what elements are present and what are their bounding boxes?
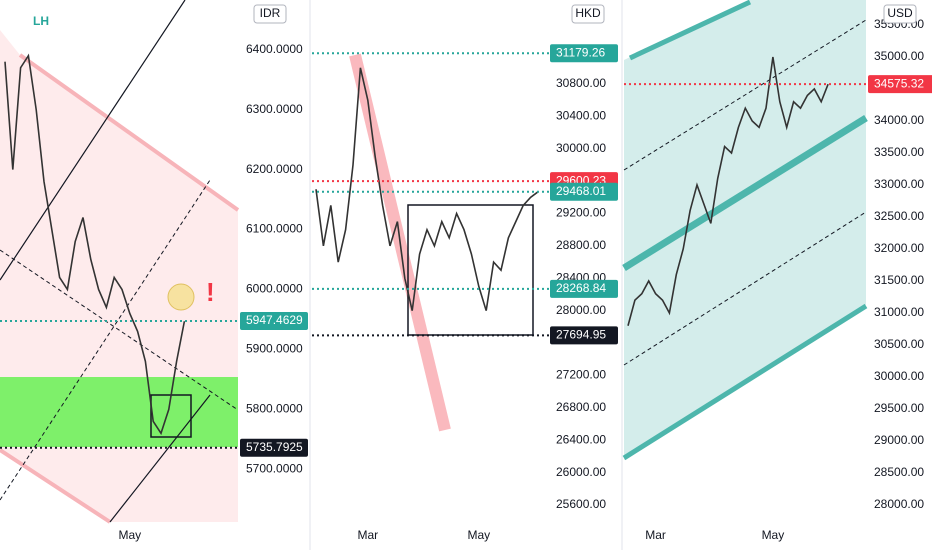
price-tag-label: 5947.4629 <box>246 313 303 327</box>
price-tag <box>550 279 618 298</box>
price-tag-label: 31179.26 <box>556 45 605 59</box>
price-tag-label: 5735.7925 <box>246 440 303 454</box>
price-tag <box>240 311 308 330</box>
trend-line <box>623 211 867 366</box>
y-tick-label: 27200.00 <box>556 368 606 382</box>
y-tick-label: 33500.00 <box>874 145 924 159</box>
y-tick-label: 25600.00 <box>556 497 606 511</box>
x-tick-label: May <box>762 528 785 542</box>
x-tick-label: Mar <box>645 528 666 542</box>
price-tag-label: 34575.32 <box>874 76 924 90</box>
y-tick-label: 32500.00 <box>874 209 924 223</box>
price-line <box>315 67 539 311</box>
channel-line <box>622 303 868 461</box>
channel-line <box>0 448 112 524</box>
y-tick-label: 6400.0000 <box>246 42 303 56</box>
y-tick-label: 6200.0000 <box>246 162 303 176</box>
trend-line <box>0 0 186 281</box>
y-tick-label: 28500.00 <box>874 465 924 479</box>
annotation: LH <box>33 14 49 28</box>
x-tick-label: May <box>118 528 141 542</box>
price-tag <box>240 438 308 457</box>
y-tick-label: 31000.00 <box>874 305 924 319</box>
y-tick-label: 29000.00 <box>874 433 924 447</box>
y-tick-label: 35000.00 <box>874 49 924 63</box>
unit-label: USD <box>887 6 913 20</box>
y-tick-label: 28800.00 <box>556 238 606 252</box>
price-tag <box>550 182 618 201</box>
trend-line <box>0 179 211 501</box>
y-tick-label: 30000.00 <box>556 141 606 155</box>
y-tick-label: 31500.00 <box>874 273 924 287</box>
y-tick-label: 30400.00 <box>556 109 606 123</box>
y-tick-label: 5800.0000 <box>246 402 303 416</box>
unit-box <box>253 4 287 24</box>
channel-line <box>628 0 752 61</box>
channel-line <box>18 53 240 212</box>
y-tick-label: 5700.0000 <box>246 461 303 475</box>
trend-line <box>109 394 211 523</box>
price-tag <box>550 326 618 345</box>
y-tick-label: 33000.00 <box>874 177 924 191</box>
y-tick-label: 29500.00 <box>874 401 924 415</box>
price-line <box>4 53 186 436</box>
channel-fill <box>624 0 866 460</box>
trend-line <box>0 249 239 411</box>
y-tick-label: 28000.00 <box>874 497 924 511</box>
y-tick-label: 5900.0000 <box>246 342 303 356</box>
price-tag-label: 29468.01 <box>556 184 606 198</box>
unit-label: HKD <box>575 6 601 20</box>
annotation: ! <box>206 277 215 307</box>
y-tick-label: 26000.00 <box>556 465 606 479</box>
channel-line <box>622 115 868 271</box>
price-line <box>627 56 829 326</box>
unit-box <box>571 4 605 24</box>
unit-box <box>883 4 917 24</box>
y-tick-label: 32000.00 <box>874 241 924 255</box>
price-tag-label: 28268.84 <box>556 281 606 295</box>
marker-circle <box>167 283 195 311</box>
y-tick-label: 30000.00 <box>874 369 924 383</box>
price-tag <box>868 75 932 94</box>
y-tick-label: 30800.00 <box>556 76 606 90</box>
y-tick-label: 6000.0000 <box>246 282 303 296</box>
y-tick-label: 26800.00 <box>556 400 606 414</box>
x-tick-label: Mar <box>357 528 378 542</box>
y-tick-label: 29200.00 <box>556 206 606 220</box>
y-tick-label: 28000.00 <box>556 303 606 317</box>
y-tick-label: 34000.00 <box>874 113 924 127</box>
range-box <box>407 204 534 336</box>
x-tick-label: May <box>467 528 490 542</box>
support-zone <box>0 377 238 447</box>
unit-label: IDR <box>260 6 281 20</box>
trend-line <box>623 19 867 171</box>
y-tick-label: 6300.0000 <box>246 102 303 116</box>
y-tick-label: 30500.00 <box>874 337 924 351</box>
price-tag <box>550 44 618 63</box>
y-tick-label: 6100.0000 <box>246 222 303 236</box>
y-tick-label: 26400.00 <box>556 432 606 446</box>
price-tag-label: 27694.95 <box>556 328 606 342</box>
